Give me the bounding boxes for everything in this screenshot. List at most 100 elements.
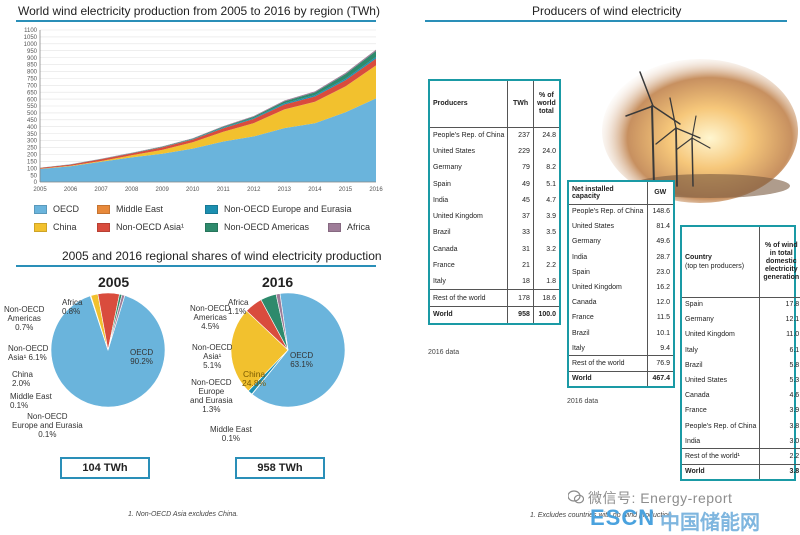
country-cell: World: [430, 305, 508, 323]
pie-2005-label-asia: Non-OECD Asia¹ 6.1%: [8, 344, 49, 362]
pie-2016-label-oecd: OECD 63.1%: [290, 351, 314, 369]
value-cell: 3.8: [759, 418, 800, 434]
producers-row: United Kingdom 37 3.9: [430, 208, 559, 225]
country-cell: Rest of the world¹: [682, 448, 760, 465]
value-cell: 5.3: [759, 372, 800, 389]
capacity-rest-row: Rest of the world 76.9: [569, 355, 673, 372]
pie-slice-oecd: [50, 295, 166, 408]
capacity-header: Net installed capacity: [569, 182, 647, 205]
legend-item-non-oecd-americas: Non-OECD Americas: [205, 222, 309, 232]
pie-2016: [230, 292, 346, 408]
value-cell: 23.0: [646, 264, 673, 280]
country-cell: Italy: [433, 278, 446, 286]
capacity-row: Canada 12.0: [569, 295, 673, 311]
value-cell: 18.6: [532, 289, 559, 307]
capacity-row: United Kingdom 16.2: [569, 279, 673, 296]
value-cell: 24.8: [532, 127, 559, 144]
wechat-id: 微信号: Energy-report: [588, 490, 733, 506]
x-tick-label: 2008: [125, 187, 139, 193]
pie-2005-label-americas: Non-OECD Americas 0.7%: [4, 305, 45, 332]
pie-2016-label-china: China 24.8%: [242, 369, 267, 388]
value-cell: 148.6: [646, 204, 673, 220]
x-tick-label: 2009: [156, 187, 170, 193]
y-tick-label: 950: [27, 49, 38, 55]
area-chart: 0501001502002503003504004505005506006507…: [24, 28, 384, 193]
pie-section-title: 2005 and 2016 regional shares of wind el…: [62, 249, 382, 263]
value-cell: 16.2: [646, 279, 673, 296]
pie-2016-label-middle-east: Middle East 0.1%: [210, 425, 252, 443]
legend-label: Non-OECD Americas: [224, 222, 310, 232]
share-table: Country (top ten producers) % of wind in…: [680, 225, 800, 482]
country-cell: India: [572, 253, 588, 261]
legend-swatch: [328, 222, 341, 232]
x-tick-label: 2007: [94, 187, 108, 193]
pie-2005-year: 2005: [98, 274, 130, 290]
share-row: Canada 4.6: [682, 388, 800, 404]
y-tick-label: 0: [34, 180, 38, 186]
value-cell: 237: [507, 127, 534, 144]
legend-swatch: [34, 222, 47, 232]
country-cell: United States: [685, 377, 728, 385]
value-cell: 81.4: [646, 219, 673, 235]
value-cell: 28.7: [646, 249, 673, 265]
legend-label: OECD: [53, 204, 80, 214]
producers-row: Spain 49 5.1: [430, 175, 559, 193]
value-cell: 12.0: [646, 295, 673, 311]
legend-item-africa: Africa: [328, 222, 370, 232]
capacity-row: France 11.5: [569, 310, 673, 326]
y-tick-label: 1050: [24, 35, 38, 41]
area-chart-title: World wind electricity production from 2…: [18, 4, 380, 18]
pie-footnote: 1. Non-OECD Asia excludes China.: [128, 511, 239, 518]
country-header: Country: [685, 253, 712, 261]
country-subheader: (top ten producers): [685, 262, 745, 270]
legend-label: Middle East: [116, 204, 164, 214]
value-cell: 4.6: [759, 388, 800, 404]
area-series-china: [40, 65, 376, 169]
legend-swatch: [97, 222, 110, 232]
value-cell: 3.0: [759, 433, 800, 449]
gw-header: GW: [646, 182, 673, 205]
share-header: % of wind in total domestic electricity …: [759, 227, 800, 298]
value-cell: 18: [507, 273, 534, 290]
legend-item-oecd: OECD: [34, 204, 79, 214]
y-tick-label: 400: [27, 125, 38, 131]
y-tick-label: 1000: [24, 42, 38, 48]
y-tick-label: 300: [27, 139, 38, 145]
x-tick-label: 2010: [186, 187, 200, 193]
y-tick-label: 600: [27, 97, 38, 103]
pie-2016-label-europe: Non-OECD Europe and Eurasia 1.3%: [190, 378, 233, 414]
pie-slice-africa: [275, 293, 289, 351]
value-cell: 49: [507, 175, 534, 193]
y-tick-label: 100: [27, 166, 38, 172]
y-tick-label: 500: [27, 111, 38, 117]
country-cell: India: [685, 437, 701, 445]
value-cell: 178: [507, 289, 534, 307]
capacity-row: Germany 49.6: [569, 234, 673, 250]
pie-2005-label-africa: Africa 0.8%: [62, 298, 83, 316]
producers-row: India 45 4.7: [430, 192, 559, 209]
value-cell: 8.2: [532, 159, 559, 176]
capacity-row: Spain 23.0: [569, 264, 673, 280]
value-cell: 5.8: [759, 357, 800, 373]
producers-row: France 21 2.2: [430, 257, 559, 274]
y-tick-label: 700: [27, 83, 38, 89]
producers-row: Germany 79 8.2: [430, 159, 559, 176]
producers-rest-row: Rest of the world 178 18.6: [430, 289, 559, 307]
value-cell: 21: [507, 257, 534, 274]
country-cell: Germany: [685, 316, 714, 324]
value-cell: 958: [507, 305, 534, 323]
legend-swatch: [205, 204, 218, 214]
y-tick-label: 150: [27, 159, 38, 165]
y-tick-label: 250: [27, 146, 38, 152]
value-cell: 3.5: [532, 224, 559, 242]
value-cell: 467.4: [646, 370, 673, 387]
y-tick-label: 750: [27, 77, 38, 83]
pie-section-title-rule: [16, 265, 376, 267]
country-cell: France: [572, 314, 594, 322]
country-cell: Italy: [685, 346, 698, 354]
legend-label: Africa: [347, 222, 371, 232]
y-tick-label: 50: [30, 173, 37, 179]
y-tick-label: 200: [27, 153, 38, 159]
share-row: United Kingdom 11.0: [682, 327, 800, 343]
value-cell: 3.2: [532, 241, 559, 258]
